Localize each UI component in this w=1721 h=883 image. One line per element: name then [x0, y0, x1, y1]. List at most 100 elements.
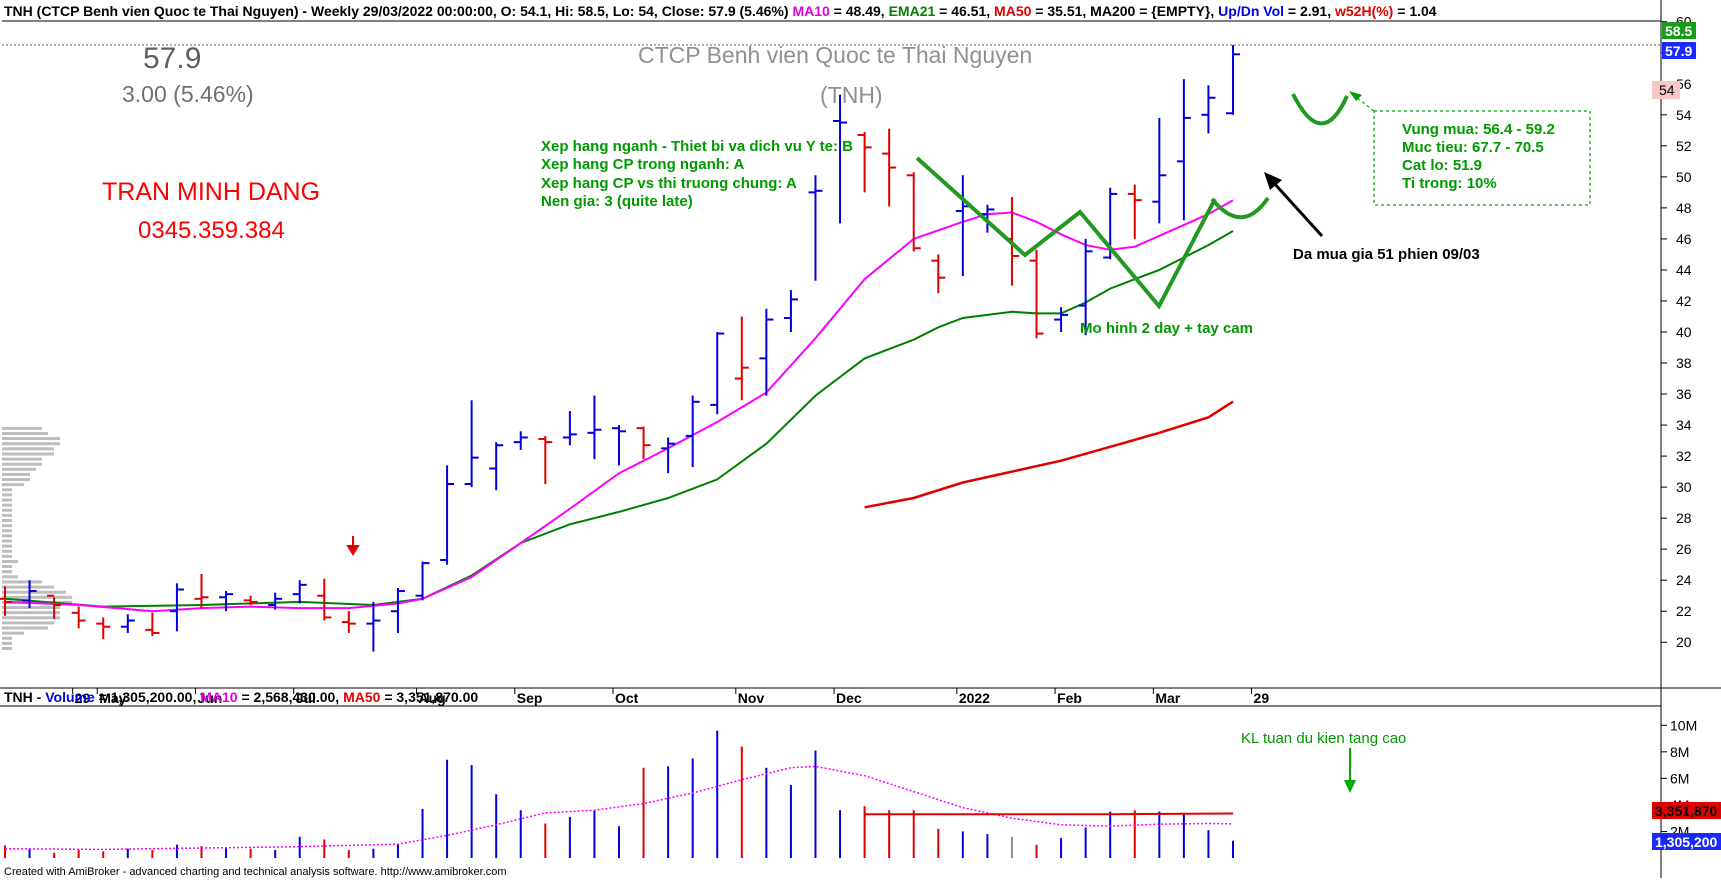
buy-zone-stop: Cat lo: 51.9	[1402, 157, 1482, 174]
x-tick-label: 2022	[959, 690, 990, 706]
y-tick-label: 52	[1676, 138, 1692, 154]
price-bar	[783, 290, 798, 332]
badge-vol-ma50-text: 3,351,870	[1655, 803, 1717, 819]
price-axis: 2022242628303234363840424446485052545658…	[1661, 14, 1692, 650]
price-bar	[47, 594, 62, 619]
profile-bar	[2, 585, 54, 589]
price-bar	[219, 591, 234, 612]
header-line-part: TNH (CTCP Benh vien Quoc te Thai Nguyen)…	[4, 3, 792, 19]
change-big: 3.00 (5.46%)	[122, 81, 254, 107]
profile-bar	[2, 565, 12, 569]
price-bar	[1029, 249, 1044, 339]
header-line-part: = 35.51, MA200 = {EMPTY},	[1031, 3, 1218, 19]
profile-bar	[2, 447, 54, 451]
profile-bar	[2, 478, 30, 482]
profile-bar	[2, 549, 12, 553]
profile-bar	[2, 437, 60, 441]
profile-bar	[2, 559, 18, 563]
price-bar	[317, 578, 332, 621]
profile-bar	[2, 503, 12, 507]
y-tick-label: 22	[1676, 603, 1692, 619]
annotation-buy-arrowhead	[1264, 172, 1282, 190]
profile-bar	[2, 508, 12, 512]
price-bar	[833, 94, 848, 224]
y-tick-label: 36	[1676, 386, 1692, 402]
volume-header-part: TNH -	[4, 689, 45, 705]
price-bar	[489, 442, 504, 491]
price-bar	[1078, 238, 1093, 336]
header-line-part: MA50	[994, 3, 1032, 19]
header-line-part: = 48.49,	[830, 3, 889, 19]
y-tick-label: 28	[1676, 510, 1692, 526]
price-bar	[636, 426, 651, 460]
profile-bar	[2, 442, 60, 446]
x-tick-label: May	[99, 690, 126, 706]
price-bar	[120, 614, 135, 633]
price-bar	[1226, 45, 1240, 115]
y-tick-label: 34	[1676, 417, 1692, 433]
badge-low	[1652, 81, 1680, 99]
y-tick-label: 38	[1676, 355, 1692, 371]
profile-bar	[2, 462, 42, 466]
volume-header-part: = 3,351,870.00	[380, 689, 478, 705]
vol-tick-label: 10M	[1670, 717, 1697, 733]
badge-high	[1662, 22, 1696, 39]
profile-bar	[2, 554, 12, 558]
x-tick-label: Aug	[419, 690, 446, 706]
author-phone: 0345.359.384	[138, 217, 285, 244]
profile-bar	[2, 611, 60, 615]
x-tick-label: Jul	[296, 690, 316, 706]
price-bar	[366, 601, 381, 652]
price-bar	[1201, 85, 1216, 134]
profile-bar	[2, 580, 42, 584]
buy-zone-text: Vung mua: 56.4 - 59.2 Muc tieu: 67.7 - 7…	[1402, 121, 1555, 192]
x-tick-label: Feb	[1057, 690, 1082, 706]
profile-bar	[2, 539, 12, 543]
volume-header-part: MA50	[343, 689, 381, 705]
x-tick-label: Jun	[197, 690, 222, 706]
price-bar	[587, 395, 602, 460]
price-bar	[194, 573, 209, 609]
price-bar	[710, 331, 725, 415]
profile-bar	[2, 575, 18, 579]
profile-bar	[2, 529, 12, 533]
profile-bar	[2, 631, 24, 635]
buy-box-arrowhead	[1349, 91, 1362, 101]
annotation-buy-arrow	[1271, 180, 1324, 238]
price-bar	[145, 612, 160, 637]
y-tick-label: 32	[1676, 448, 1692, 464]
author-name: TRAN MINH DANG	[102, 178, 320, 206]
profile-bar	[2, 647, 12, 650]
price-bar	[390, 587, 405, 633]
y-tick-label: 50	[1676, 169, 1692, 185]
rank-note-in-industry: Xep hang CP trong nganh: A	[541, 156, 744, 173]
profile-bar	[2, 452, 54, 456]
price-bar	[906, 172, 921, 252]
profile-bar	[2, 513, 12, 517]
price-bar	[341, 611, 356, 633]
volume-header-part: MA10	[200, 689, 238, 705]
price-bar	[882, 128, 897, 207]
watermark-title: CTCP Benh vien Quoc te Thai Nguyen	[638, 42, 1032, 68]
vol-tick-label: 6M	[1670, 770, 1689, 786]
badge-low-text: 54	[1659, 82, 1675, 98]
profile-bar	[2, 426, 42, 430]
x-tick-label: Oct	[615, 690, 639, 706]
profile-bar	[2, 467, 36, 471]
y-tick-label: 24	[1676, 572, 1692, 588]
buy-zone-range: Vung mua: 56.4 - 59.2	[1402, 121, 1555, 138]
buy-zone-target: Muc tieu: 67.7 - 70.5	[1402, 139, 1544, 156]
header-line-part: = 2.91,	[1284, 3, 1335, 19]
profile-bar	[2, 544, 12, 548]
profile-bar	[2, 626, 48, 630]
price-badges: 58.5 57.9 54	[1652, 22, 1696, 99]
profile-bar	[2, 590, 66, 594]
price-bar	[71, 606, 86, 629]
price-bar	[1054, 307, 1069, 332]
profile-bar	[2, 641, 12, 645]
marker-arrow	[346, 536, 360, 556]
profile-bar	[2, 488, 12, 492]
header-line-part: = 46.51,	[935, 3, 994, 19]
